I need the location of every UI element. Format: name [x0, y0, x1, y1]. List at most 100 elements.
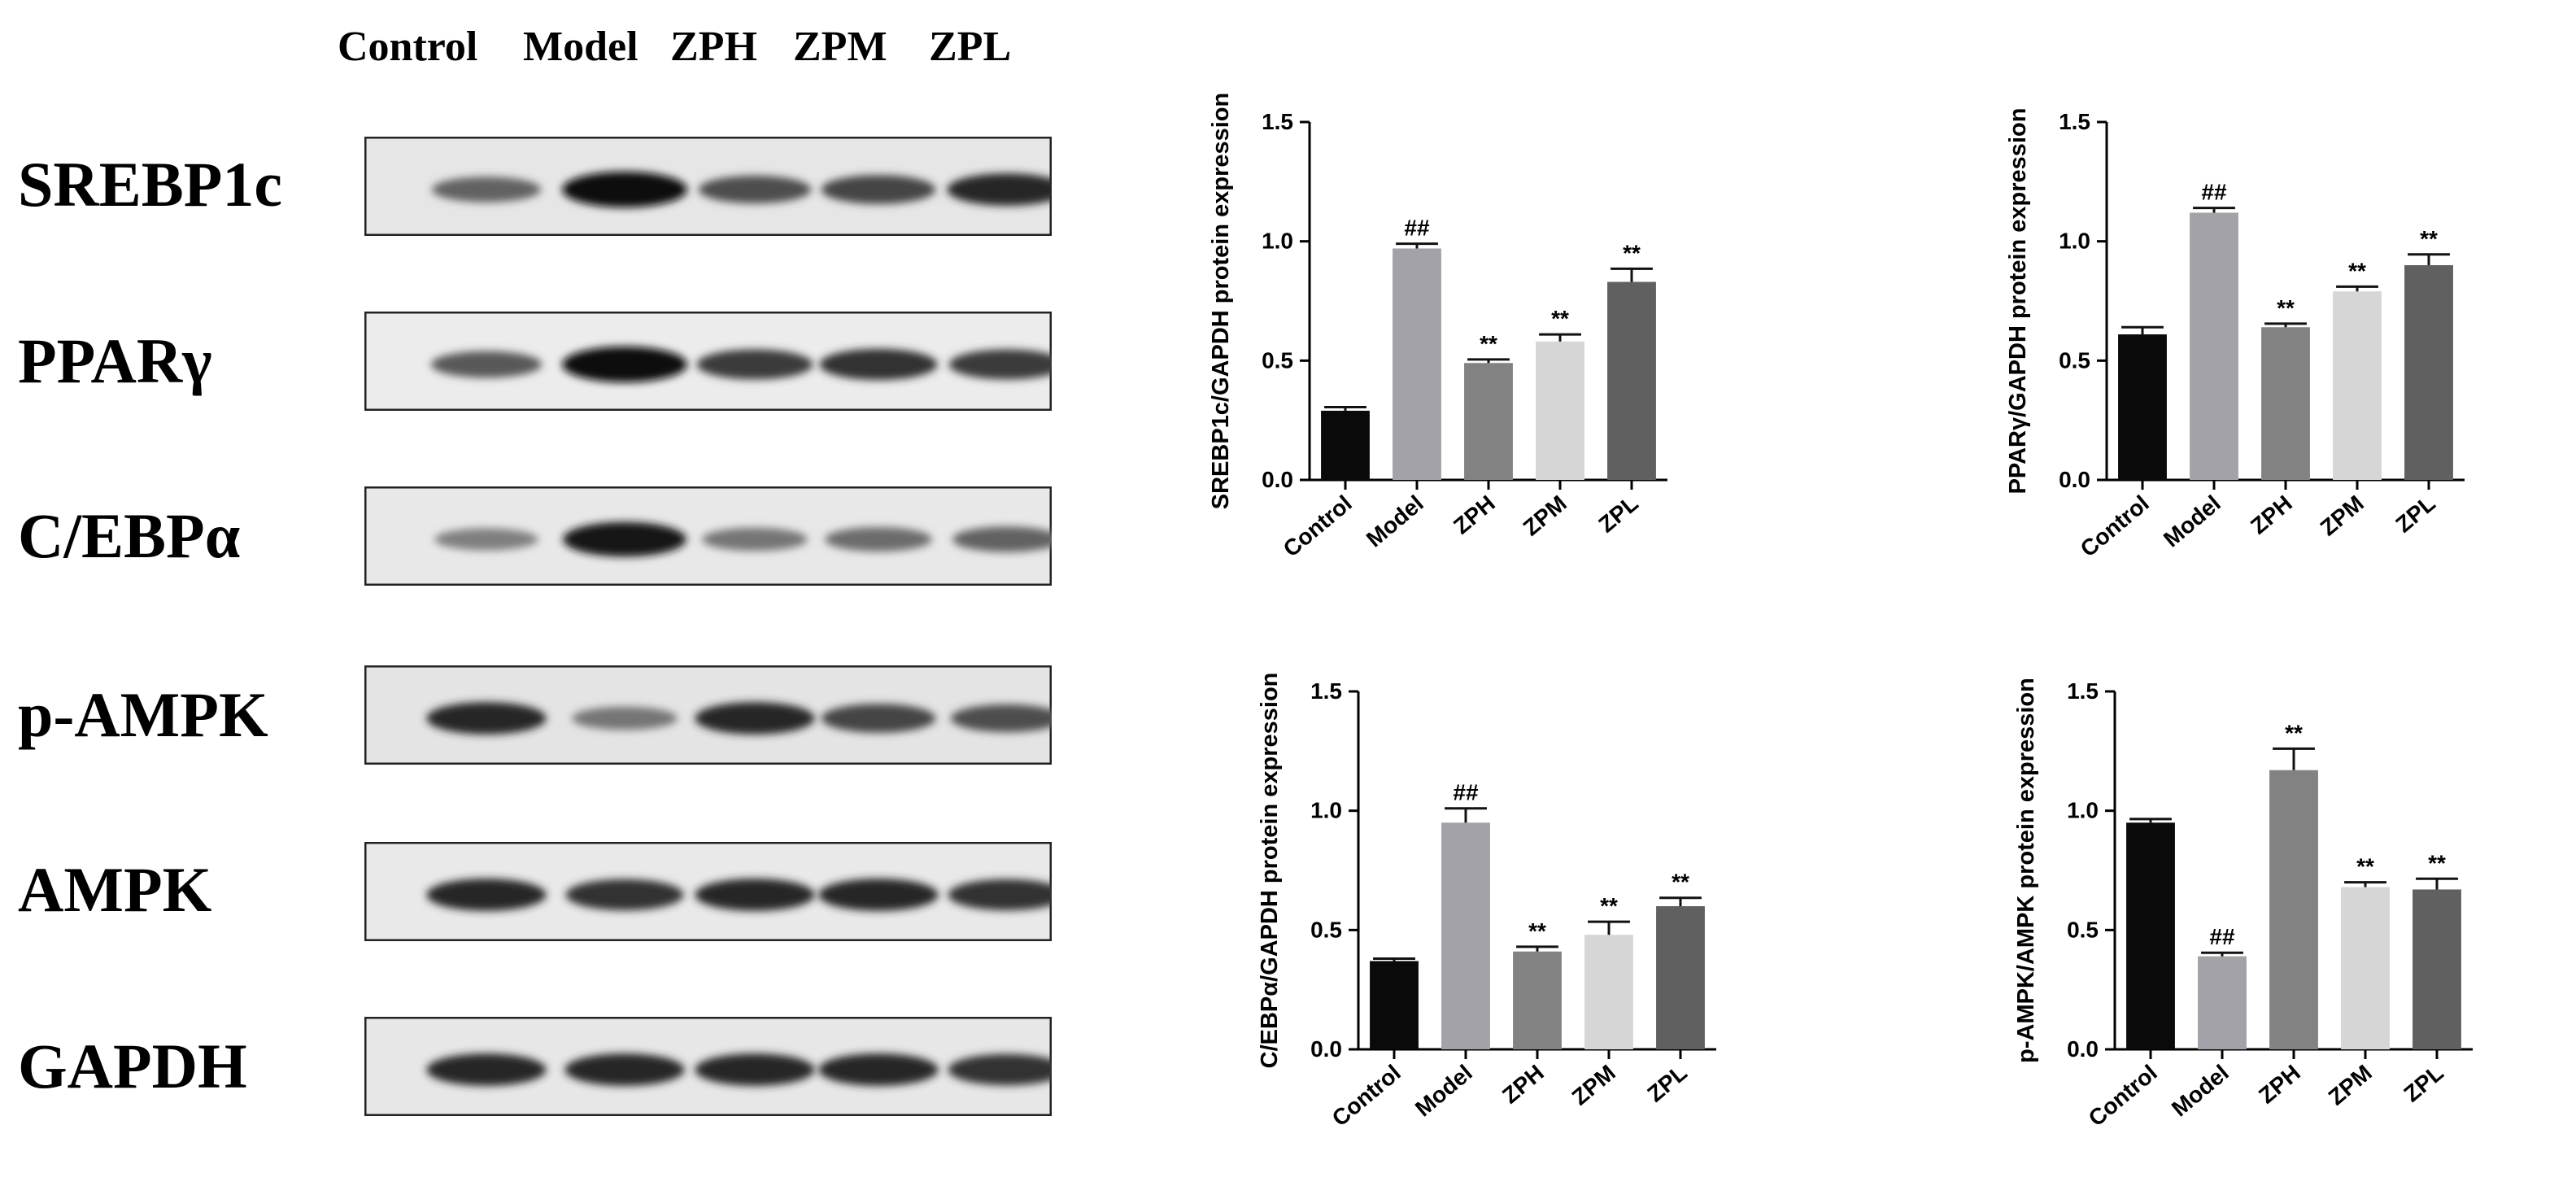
x-tick-label: ZPL — [2399, 1060, 2447, 1107]
significance-label: ## — [2209, 924, 2235, 949]
significance-label: ## — [2201, 180, 2227, 205]
blot-panel-ppargamma — [364, 312, 1052, 411]
blot-band — [563, 521, 686, 557]
significance-label: ** — [2348, 258, 2366, 283]
blot-panel-p-ampk — [364, 665, 1052, 765]
blot-label-ppargamma: PPARγ — [18, 325, 212, 396]
bar — [1321, 410, 1370, 480]
bar — [1464, 363, 1513, 480]
blot-band — [819, 348, 938, 381]
bar — [2269, 770, 2318, 1049]
bar — [2198, 956, 2247, 1049]
x-tick-label: ZPM — [1567, 1060, 1620, 1110]
significance-label: ## — [1404, 216, 1430, 241]
y-tick-label: 1.0 — [2059, 229, 2090, 254]
blot-band — [818, 1053, 939, 1086]
blot-band — [948, 1053, 1052, 1086]
y-tick-label: 0.0 — [2059, 467, 2090, 492]
blot-image — [364, 486, 1052, 586]
x-tick-label: Control — [2076, 491, 2154, 562]
y-tick-label: 0.5 — [1310, 917, 1342, 942]
blot-band — [952, 526, 1052, 552]
bar — [1656, 906, 1705, 1049]
significance-label: ** — [1551, 306, 1569, 331]
y-tick-label: 1.5 — [1310, 678, 1342, 704]
bar — [1607, 281, 1656, 480]
bar — [1393, 248, 1441, 480]
blot-band — [702, 527, 808, 552]
blot-image — [364, 137, 1052, 236]
x-tick-label: Model — [1362, 491, 1428, 552]
significance-label: ** — [2428, 850, 2446, 875]
y-tick-label: 0.0 — [1310, 1036, 1342, 1062]
y-axis-label: PPARγ/GAPDH protein expression — [2005, 108, 2031, 495]
chart-ppargamma: 0.0 0.5 1.0 1.5 PPARγ/GAPDH protein expressi… — [2005, 108, 2465, 562]
significance-label: ** — [1480, 331, 1497, 356]
significance-label: ** — [2285, 720, 2303, 745]
x-tick-label: ZPM — [1519, 491, 1571, 541]
lane-header-model: Model — [523, 24, 639, 70]
bar — [2261, 327, 2310, 480]
bar — [2190, 212, 2238, 480]
bar — [1584, 935, 1633, 1049]
x-tick-label: ZPL — [2391, 491, 2439, 538]
y-tick-label: 1.5 — [2059, 109, 2090, 134]
blot-band — [564, 1053, 685, 1086]
blot-band — [948, 349, 1052, 380]
blot-band — [695, 1053, 815, 1086]
blot-label-gapdh: GAPDH — [18, 1031, 247, 1101]
x-tick-label: ZPM — [2324, 1060, 2377, 1110]
y-tick-label: 1.5 — [1262, 109, 1293, 134]
blot-band — [947, 173, 1052, 206]
blot-image — [364, 842, 1052, 941]
bar — [2413, 889, 2461, 1049]
x-tick-label: Control — [2084, 1060, 2162, 1131]
blot-panel-srebp1c — [364, 137, 1052, 236]
blot-label-srebp1c: SREBP1c — [18, 149, 283, 220]
significance-label: ** — [2277, 295, 2295, 320]
y-tick-label: 1.5 — [2067, 678, 2099, 704]
x-tick-label: ZPL — [1593, 491, 1642, 538]
blot-band — [698, 175, 812, 204]
x-tick-label: Model — [1410, 1060, 1477, 1122]
significance-label: ** — [2420, 226, 2438, 251]
y-tick-label: 0.5 — [2067, 917, 2099, 942]
x-tick-label: Control — [1327, 1060, 1406, 1131]
bar — [1536, 341, 1584, 480]
blot-band — [431, 177, 542, 203]
lane-header-control: Control — [338, 24, 478, 70]
x-tick-label: ZPM — [2316, 491, 2369, 541]
x-tick-label: ZPH — [2246, 491, 2297, 539]
x-tick-label: ZPL — [1642, 1060, 1691, 1107]
blot-band — [426, 879, 547, 911]
blot-panel-cebpalpha — [364, 486, 1052, 586]
significance-label: ** — [1623, 240, 1641, 265]
blot-panel-gapdh — [364, 1017, 1052, 1116]
bar — [2404, 265, 2453, 480]
y-axis-label: C/EBPα/GAPDH protein expression — [1257, 673, 1283, 1069]
blot-band — [695, 702, 815, 735]
bar — [2333, 291, 2382, 480]
bar — [2126, 822, 2175, 1049]
blot-band — [562, 347, 687, 382]
y-axis-label: p-AMPK/AMPK protein expression — [2013, 678, 2039, 1063]
y-tick-label: 0.5 — [2059, 347, 2090, 373]
blot-band — [821, 175, 936, 204]
x-tick-label: Control — [1279, 491, 1357, 562]
significance-label: ** — [1672, 870, 1689, 895]
blot-label-ampk: AMPK — [18, 854, 212, 925]
lane-header-zpm: ZPM — [793, 24, 887, 70]
bar — [2341, 887, 2390, 1049]
blot-label-p-ampk: p-AMPK — [18, 679, 268, 750]
blot-band — [562, 172, 687, 207]
chart-p-ampk: 0.0 0.5 1.0 1.5 p-AMPK/AMPK protein expressi… — [2013, 678, 2473, 1131]
lane-header-zpl: ZPL — [929, 24, 1012, 70]
chart-cebpalpha: 0.0 0.5 1.0 1.5 C/EBPα/GAPDH protein express… — [1257, 673, 1716, 1131]
significance-label: ** — [1528, 918, 1546, 944]
blot-image — [364, 312, 1052, 411]
significance-label: ## — [1453, 780, 1479, 805]
blot-band — [821, 704, 936, 733]
blot-band — [426, 1053, 547, 1086]
y-tick-label: 1.0 — [2067, 798, 2099, 823]
significance-label: ** — [1600, 893, 1618, 918]
